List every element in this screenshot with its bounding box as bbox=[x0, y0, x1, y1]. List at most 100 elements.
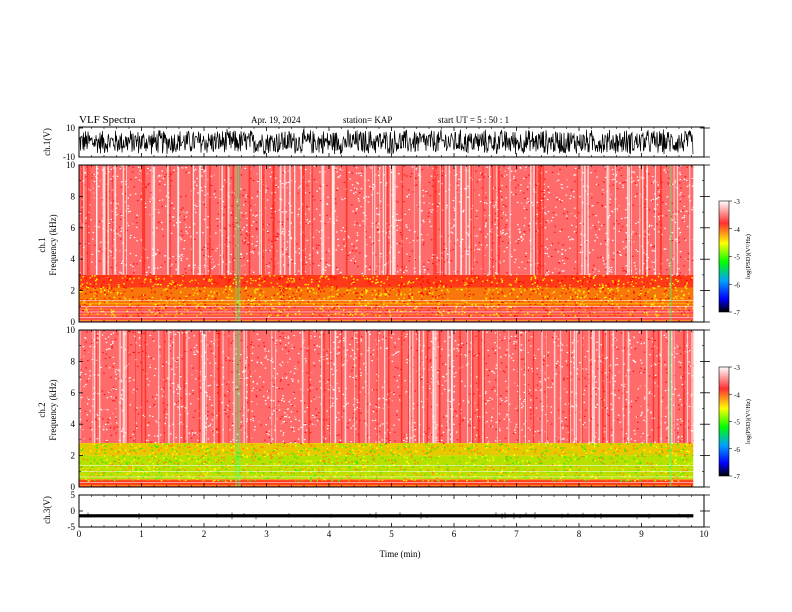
spectrogram-cell bbox=[409, 293, 411, 295]
spectrogram-cell bbox=[674, 239, 676, 241]
spectrogram-cell bbox=[530, 261, 533, 264]
spectrogram-cell bbox=[566, 305, 568, 307]
spectrogram-cell bbox=[300, 289, 303, 291]
spectrogram-cell bbox=[219, 275, 221, 278]
spectrogram-cell bbox=[240, 174, 243, 176]
spectrogram-cell bbox=[119, 168, 122, 170]
spectrogram-cell bbox=[396, 243, 398, 245]
spectrogram-cell bbox=[587, 315, 589, 317]
spectrogram-cell bbox=[305, 169, 307, 171]
spectrogram-cell bbox=[333, 307, 335, 309]
spectrogram-cell bbox=[185, 216, 187, 218]
spectrogram-cell bbox=[216, 247, 218, 249]
spectrogram-cell bbox=[161, 281, 164, 283]
spectrogram-cell bbox=[536, 280, 539, 282]
spectrogram-cell bbox=[225, 395, 227, 397]
spectrogram-cell bbox=[224, 243, 226, 245]
spectrogram-cell bbox=[583, 185, 585, 187]
spectrogram-cell bbox=[594, 268, 596, 270]
spectrogram-cell bbox=[120, 292, 122, 295]
spectrogram-cell bbox=[371, 225, 373, 228]
spectrogram-cell bbox=[411, 289, 413, 291]
spectrogram-cell bbox=[194, 181, 196, 183]
spectrogram-cell bbox=[594, 284, 596, 286]
spectrogram-cell bbox=[687, 427, 690, 429]
spectrogram-cell bbox=[436, 256, 438, 258]
spectrogram-cell bbox=[391, 354, 393, 356]
spectrogram-cell bbox=[175, 287, 178, 290]
spectrogram-cell bbox=[414, 184, 416, 187]
spectrogram-cell bbox=[447, 291, 450, 293]
spectrogram-cell bbox=[680, 187, 682, 189]
spectrogram-cell bbox=[318, 244, 320, 246]
spectrogram-cell bbox=[353, 303, 355, 305]
spectrogram-cell bbox=[263, 280, 266, 282]
spectrogram-cell bbox=[529, 306, 531, 308]
spectrogram-cell bbox=[421, 406, 424, 408]
spectrogram-cell bbox=[686, 279, 688, 282]
spectrogram-cell bbox=[605, 266, 607, 268]
spectrogram-cell bbox=[491, 296, 493, 299]
spectrogram-cell bbox=[115, 373, 118, 375]
spectrogram-cell bbox=[291, 378, 293, 380]
spectrogram-cell bbox=[380, 284, 382, 287]
spectrogram-cell bbox=[614, 297, 616, 300]
spectrogram-cell bbox=[350, 427, 352, 429]
spectrogram-cell bbox=[603, 181, 605, 183]
spectrogram-cell bbox=[275, 313, 277, 315]
spectrogram-cell bbox=[612, 305, 615, 307]
spectrogram-cell bbox=[148, 183, 150, 185]
spectrogram-cell bbox=[506, 414, 508, 416]
spectrogram-cell bbox=[589, 273, 591, 275]
spectrogram-cell bbox=[430, 239, 433, 241]
spectrogram-cell bbox=[216, 309, 219, 312]
spectrogram-cell bbox=[157, 304, 159, 307]
spectrogram-cell bbox=[248, 310, 250, 312]
spectrogram-cell bbox=[432, 179, 434, 181]
spectrogram-cell bbox=[284, 275, 287, 278]
spectrogram-cell bbox=[194, 292, 196, 294]
spectrogram-cell bbox=[588, 252, 591, 254]
spectrogram-cell bbox=[181, 167, 184, 169]
spectrogram-cell bbox=[610, 266, 613, 268]
spectrogram-cell bbox=[284, 254, 287, 256]
spectrogram-streak bbox=[630, 165, 631, 275]
spectrogram-cell bbox=[675, 289, 678, 292]
spectrogram-cell bbox=[661, 234, 663, 236]
spectrogram-cell bbox=[313, 179, 316, 181]
spectrogram-cell bbox=[504, 226, 507, 228]
spectrogram-cell bbox=[421, 299, 423, 301]
spectrogram-cell bbox=[125, 313, 128, 315]
spectrogram-cell bbox=[664, 248, 667, 250]
spectrogram-cell bbox=[585, 257, 587, 259]
spectrogram-cell bbox=[587, 292, 590, 294]
spectrogram-cell bbox=[656, 315, 658, 317]
spectrogram-cell bbox=[411, 296, 414, 298]
spectrogram-cell bbox=[182, 207, 184, 209]
spectrogram-cell bbox=[210, 280, 212, 282]
spectrogram-cell bbox=[223, 306, 225, 309]
spectrogram-cell bbox=[186, 232, 188, 234]
spectrogram-cell bbox=[467, 253, 469, 255]
spectrogram-cell bbox=[676, 297, 678, 300]
spectrogram-cell bbox=[651, 279, 653, 281]
spectrogram-cell bbox=[679, 272, 681, 274]
spectrogram-cell bbox=[87, 284, 89, 287]
spectrogram-cell bbox=[626, 295, 628, 297]
spectrogram-cell bbox=[548, 306, 551, 309]
spectrogram-cell bbox=[268, 172, 270, 174]
spectrogram-cell bbox=[347, 235, 349, 237]
spectrogram-cell bbox=[365, 255, 367, 257]
spectrogram-cell bbox=[346, 360, 348, 362]
spectrogram-cell bbox=[361, 310, 364, 313]
spectrogram-cell bbox=[458, 312, 460, 314]
spectrogram-cell bbox=[129, 264, 132, 266]
spectrogram-cell bbox=[254, 204, 256, 206]
spectrogram-cell bbox=[154, 275, 156, 277]
spectrogram-cell bbox=[530, 277, 533, 279]
spectrogram-cell bbox=[112, 332, 115, 334]
spectrogram-cell bbox=[297, 270, 300, 272]
spectrogram-cell bbox=[388, 242, 391, 244]
spectrogram-cell bbox=[593, 312, 596, 314]
spectrogram-cell bbox=[615, 220, 618, 222]
